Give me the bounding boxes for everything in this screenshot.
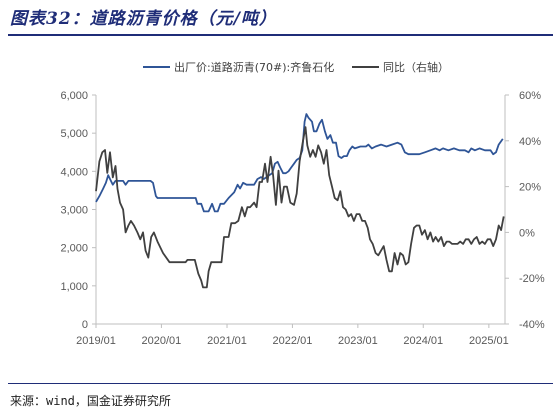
figure-title: 图表32：道路沥青价格（元/吨）	[10, 9, 277, 29]
x-tick-label: 2020/01	[142, 335, 182, 347]
left-tick-label: 1,000	[60, 281, 88, 293]
left-tick-label: 0	[82, 319, 88, 331]
right-tick-label: 20%	[519, 182, 541, 194]
right-tick-label: 60%	[519, 90, 541, 102]
price-series-line	[95, 113, 504, 213]
legend: 出厂价:道路沥青(70#):齐鲁石化 同比（右轴）	[143, 60, 449, 74]
legend-item-price-label: 出厂价:道路沥青(70#):齐鲁石化	[174, 60, 334, 74]
x-tick-label: 2021/01	[207, 335, 247, 347]
right-tick-label: 0%	[519, 227, 535, 239]
right-tick-label: -20%	[519, 273, 545, 285]
x-axis-ticks: 2019/01 2020/01 2021/01 2022/01 2023/01 2024/…	[76, 324, 509, 347]
left-tick-label: 3,000	[60, 205, 88, 217]
x-tick-label: 2023/01	[338, 335, 378, 347]
yoy-series-line	[95, 126, 505, 289]
right-tick-label: -40%	[519, 319, 545, 331]
series-layer	[95, 113, 505, 289]
x-tick-label: 2019/01	[76, 335, 116, 347]
x-tick-label: 2024/01	[403, 335, 443, 347]
right-tick-label: 40%	[519, 136, 541, 148]
left-tick-label: 4,000	[60, 166, 88, 178]
title-rule	[8, 34, 553, 36]
chart-frame	[95, 95, 506, 325]
left-axis-ticks: 0 1,000 2,000 3,000 4,000 5,000 6,000	[60, 90, 96, 331]
source-note: 来源：wind，国金证券研究所	[10, 394, 171, 408]
left-tick-label: 5,000	[60, 128, 88, 140]
left-tick-label: 2,000	[60, 243, 88, 255]
legend-item-yoy-label: 同比（右轴）	[383, 60, 449, 74]
footer-rule	[8, 383, 553, 384]
right-axis-ticks: -40% -20% 0% 20% 40% 60%	[505, 90, 545, 331]
left-tick-label: 6,000	[60, 90, 88, 102]
x-tick-label: 2022/01	[273, 335, 313, 347]
x-tick-label: 2025/01	[469, 335, 509, 347]
